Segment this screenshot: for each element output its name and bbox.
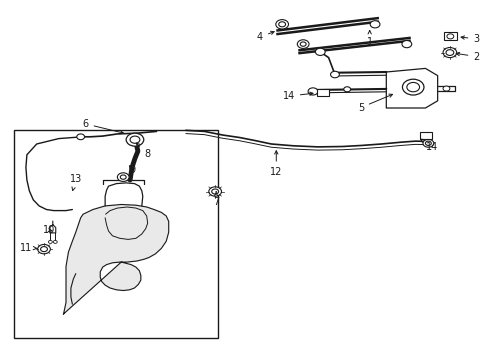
Circle shape <box>41 247 47 252</box>
Text: 8: 8 <box>136 143 150 159</box>
Text: 7: 7 <box>213 192 219 207</box>
Circle shape <box>442 48 456 58</box>
Circle shape <box>401 40 411 48</box>
Circle shape <box>445 50 453 55</box>
Polygon shape <box>63 204 168 314</box>
Circle shape <box>297 40 308 49</box>
Bar <box>419 132 431 139</box>
Text: 10: 10 <box>42 225 55 235</box>
Circle shape <box>307 88 317 95</box>
Text: 11: 11 <box>20 243 37 253</box>
Circle shape <box>343 87 350 92</box>
Circle shape <box>117 173 129 181</box>
Text: 12: 12 <box>269 151 282 177</box>
Circle shape <box>402 79 423 95</box>
Circle shape <box>211 189 218 194</box>
Text: 14: 14 <box>420 139 438 152</box>
Circle shape <box>278 22 285 27</box>
Bar <box>14 130 217 338</box>
Bar <box>443 32 456 40</box>
Text: 3: 3 <box>460 34 479 44</box>
Text: 1: 1 <box>366 31 372 47</box>
Circle shape <box>330 71 339 78</box>
Text: 9: 9 <box>129 165 136 175</box>
Circle shape <box>446 34 453 39</box>
Text: 4: 4 <box>256 31 274 42</box>
Circle shape <box>77 134 84 140</box>
Circle shape <box>120 175 126 179</box>
Circle shape <box>48 240 52 243</box>
Circle shape <box>442 86 449 91</box>
Circle shape <box>425 141 430 145</box>
Circle shape <box>275 19 288 29</box>
Circle shape <box>300 42 305 46</box>
Text: 13: 13 <box>69 174 82 190</box>
Bar <box>316 89 328 96</box>
Text: 14: 14 <box>282 91 312 101</box>
Circle shape <box>422 139 433 147</box>
Circle shape <box>126 133 143 146</box>
Text: 6: 6 <box>82 119 123 134</box>
Circle shape <box>406 82 419 92</box>
Circle shape <box>208 187 221 196</box>
Circle shape <box>53 240 57 243</box>
Text: 5: 5 <box>357 94 392 113</box>
Circle shape <box>315 48 325 55</box>
Text: 2: 2 <box>455 51 479 62</box>
Circle shape <box>369 21 379 28</box>
Circle shape <box>130 136 140 143</box>
Circle shape <box>38 244 50 254</box>
